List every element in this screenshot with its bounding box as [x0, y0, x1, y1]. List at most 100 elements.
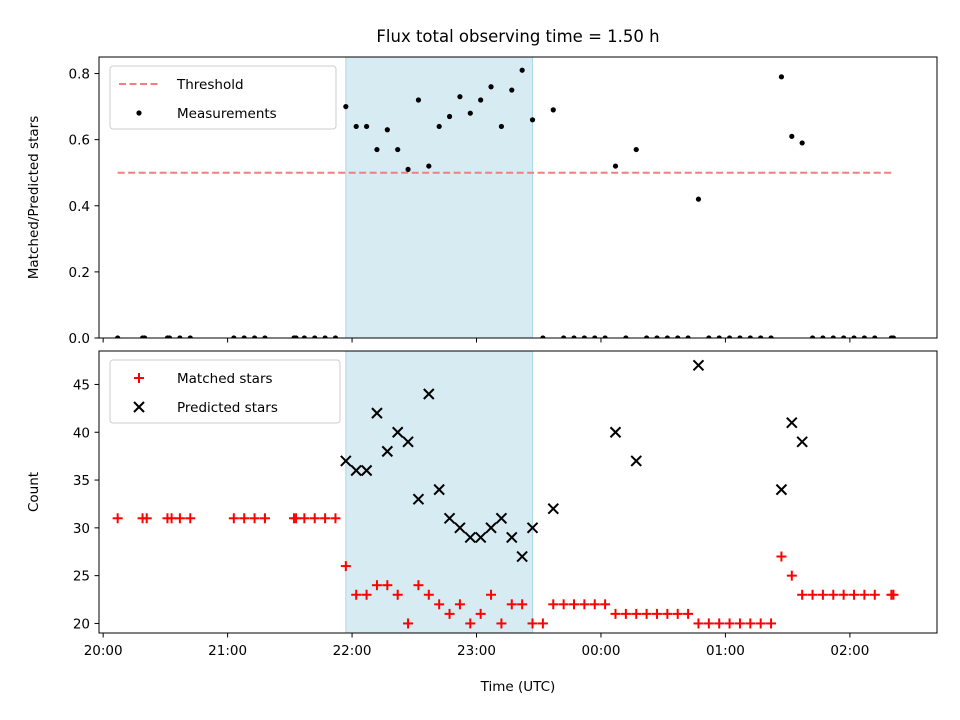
y-tick-label: 0.8: [69, 67, 90, 83]
measurements-point: [426, 163, 432, 169]
legend-marker: [133, 401, 145, 413]
matched-stars-point: [465, 618, 476, 629]
measurements-point: [405, 166, 411, 172]
x-stroke-b: [433, 483, 445, 496]
x-stroke-b: [412, 493, 425, 505]
matched-stars-point: [527, 618, 538, 629]
matched-stars-point: [506, 599, 517, 610]
predicted-stars-point: [630, 455, 642, 467]
predicted-stars-point: [786, 416, 798, 429]
x-stroke-b: [402, 436, 414, 448]
predicted-stars-point: [402, 436, 414, 448]
x-tick-label: 01:00: [706, 643, 745, 659]
measurements-point: [166, 335, 173, 338]
x-stroke-b: [350, 464, 362, 477]
matched-stars-point: [112, 513, 123, 524]
matched-stars-point: [330, 513, 341, 524]
matched-stars-point: [714, 618, 725, 629]
predicted-stars-point: [433, 483, 445, 496]
measurements-point: [467, 110, 473, 116]
matched-stars-point: [434, 599, 445, 610]
x-tick-label: 02:00: [830, 643, 869, 659]
matched-stars-point: [569, 599, 580, 610]
y-tick-label: 40: [73, 425, 90, 441]
measurements-point: [540, 335, 546, 338]
measurements-point: [374, 146, 380, 153]
matched-stars-point: [620, 608, 631, 619]
x-stroke-b: [454, 522, 466, 534]
measurements-point: [633, 146, 639, 153]
predicted-stars-point: [474, 531, 487, 544]
series-predicted-stars: [340, 359, 808, 563]
y-tick-label: 20: [73, 616, 90, 632]
predicted-stars-point: [412, 493, 425, 505]
measurements-point: [446, 113, 453, 120]
measurements-point: [231, 335, 237, 338]
x-stroke-b: [371, 407, 383, 419]
y-tick-label: 45: [73, 377, 90, 393]
x-stroke-b: [485, 522, 497, 534]
highlight-span: [345, 350, 534, 634]
x-stroke-b: [495, 512, 508, 524]
y-tick-label: 0.0: [69, 331, 90, 347]
matched-stars-point: [693, 618, 704, 629]
x-stroke-b: [133, 401, 145, 413]
legend-box: [109, 359, 341, 424]
predicted-stars-point: [796, 436, 808, 448]
x-stroke-b: [381, 445, 394, 458]
matched-stars-point: [558, 599, 569, 610]
measurements-point: [706, 335, 712, 338]
matched-stars-point: [641, 608, 652, 619]
y-axis-label: Count: [26, 472, 42, 512]
series-measurements: [115, 67, 897, 338]
measurements-point: [322, 335, 328, 338]
matched-stars-point: [382, 580, 393, 591]
matched-stars-point: [589, 599, 600, 610]
matched-stars-point: [486, 589, 497, 600]
measurements-point: [457, 94, 463, 100]
x-stroke-b: [609, 426, 622, 438]
x-stroke-b: [443, 512, 456, 524]
matched-stars-point: [475, 608, 486, 619]
measurements-point: [602, 335, 608, 338]
predicted-stars-point: [371, 407, 383, 419]
measurements-point: [332, 335, 339, 338]
measurements-point: [820, 335, 826, 338]
measurements-point: [789, 133, 795, 139]
matched-stars-point: [817, 589, 828, 600]
legend-label: Predicted stars: [177, 400, 278, 416]
x-stroke-b: [547, 503, 559, 515]
measurements-point: [841, 335, 847, 338]
matched-stars-point: [413, 580, 424, 591]
measurements-point: [571, 335, 577, 338]
matched-stars-point: [724, 618, 735, 629]
matched-stars-point: [651, 608, 662, 619]
x-stroke-b: [474, 531, 487, 544]
legend-marker: [136, 110, 142, 116]
matched-stars-point: [403, 618, 414, 629]
matched-stars-point: [548, 599, 559, 610]
chart-title: Flux total observing time = 1.50 h: [376, 27, 659, 46]
matched-stars-point: [579, 599, 590, 610]
matched-stars-point: [174, 513, 185, 524]
matched-stars-point: [141, 513, 152, 524]
measurements-point: [861, 335, 868, 338]
x-stroke-b: [423, 388, 435, 400]
measurements-point: [488, 84, 494, 90]
measurements-point: [187, 335, 193, 338]
matched-stars-point: [371, 580, 382, 591]
measurements-point: [778, 74, 785, 80]
measurements-point: [768, 335, 774, 338]
x-stroke-b: [340, 455, 352, 467]
predicted-stars-point: [526, 522, 539, 534]
matched-stars-point: [228, 513, 239, 524]
measurements-point: [384, 127, 390, 133]
predicted-stars-point: [485, 522, 497, 534]
x-axis-label: Time (UTC): [480, 679, 556, 695]
axes-frame: [98, 56, 938, 339]
x-stroke-b: [506, 531, 518, 544]
measurements-point: [353, 123, 359, 130]
measurements-point: [654, 335, 660, 338]
legend-box: [109, 65, 337, 130]
